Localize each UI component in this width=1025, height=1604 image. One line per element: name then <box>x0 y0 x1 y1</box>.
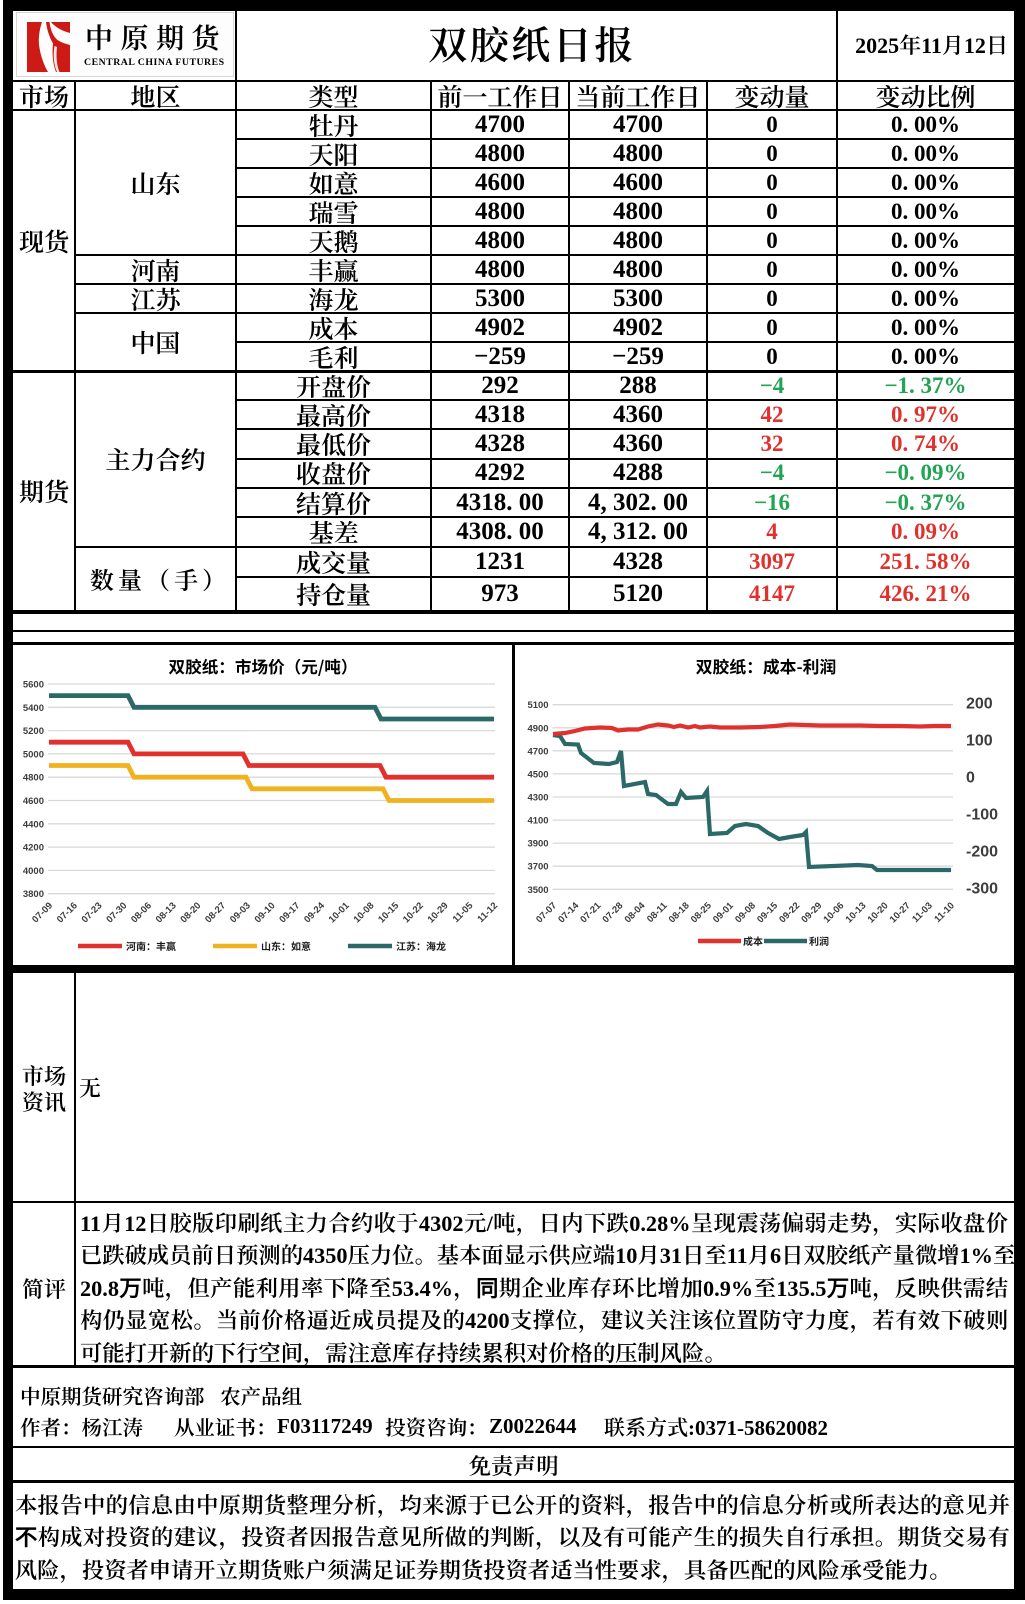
svg-text:08-27: 08-27 <box>203 900 228 925</box>
svg-text:4900: 4900 <box>527 723 548 734</box>
svg-text:11-12: 11-12 <box>476 900 501 925</box>
svg-text:4500: 4500 <box>527 769 548 780</box>
svg-text:-200: -200 <box>966 843 998 860</box>
svg-text:5600: 5600 <box>23 680 44 691</box>
svg-text:3700: 3700 <box>527 862 548 873</box>
svg-text:09-03: 09-03 <box>228 900 253 925</box>
svg-text:5100: 5100 <box>527 700 548 711</box>
svg-text:3900: 3900 <box>527 839 548 850</box>
svg-text:4700: 4700 <box>527 746 548 757</box>
svg-text:10-29: 10-29 <box>426 900 451 925</box>
svg-text:07-21: 07-21 <box>578 900 603 925</box>
svg-text:0: 0 <box>966 770 975 787</box>
svg-text:5200: 5200 <box>23 726 44 737</box>
svg-text:08-25: 08-25 <box>689 900 714 925</box>
svg-text:08-11: 08-11 <box>645 900 670 925</box>
svg-text:双胶纸：市场价（元/吨）: 双胶纸：市场价（元/吨） <box>169 654 358 678</box>
svg-text:10-06: 10-06 <box>821 900 846 925</box>
svg-text:09-17: 09-17 <box>277 900 302 925</box>
svg-text:10-15: 10-15 <box>376 900 401 925</box>
svg-text:双胶纸：成本-利润: 双胶纸：成本-利润 <box>696 654 836 678</box>
svg-text:100: 100 <box>966 733 993 750</box>
svg-text:11-03: 11-03 <box>910 900 935 925</box>
svg-text:09-29: 09-29 <box>799 900 824 925</box>
svg-text:江苏：海龙: 江苏：海龙 <box>396 938 446 953</box>
svg-text:4600: 4600 <box>23 796 44 807</box>
svg-text:08-18: 08-18 <box>667 900 692 925</box>
svg-text:10-13: 10-13 <box>844 900 869 925</box>
svg-text:09-08: 09-08 <box>733 900 758 925</box>
svg-text:09-24: 09-24 <box>302 900 327 925</box>
svg-text:07-28: 07-28 <box>600 900 625 925</box>
svg-text:07-09: 07-09 <box>30 900 55 925</box>
svg-text:4000: 4000 <box>23 866 44 877</box>
svg-text:3500: 3500 <box>527 885 548 896</box>
svg-text:成本: 成本 <box>743 933 763 948</box>
svg-text:07-23: 07-23 <box>80 900 105 925</box>
svg-text:07-16: 07-16 <box>55 900 80 925</box>
svg-text:10-01: 10-01 <box>327 900 352 925</box>
svg-text:3800: 3800 <box>23 889 44 900</box>
svg-text:4400: 4400 <box>23 819 44 830</box>
svg-text:河南：丰赢: 河南：丰赢 <box>126 938 176 953</box>
svg-text:08-04: 08-04 <box>623 900 648 925</box>
svg-text:-300: -300 <box>966 880 998 897</box>
svg-text:09-22: 09-22 <box>777 900 802 925</box>
svg-text:08-20: 08-20 <box>178 900 203 925</box>
svg-text:4800: 4800 <box>23 773 44 784</box>
svg-text:07-30: 07-30 <box>104 900 129 925</box>
svg-text:08-06: 08-06 <box>129 900 154 925</box>
svg-text:5400: 5400 <box>23 703 44 714</box>
svg-text:山东：如意: 山东：如意 <box>261 938 311 953</box>
svg-text:07-14: 07-14 <box>556 900 581 925</box>
svg-text:09-15: 09-15 <box>755 900 780 925</box>
svg-text:10-08: 10-08 <box>352 900 377 925</box>
svg-text:-100: -100 <box>966 807 998 824</box>
svg-text:5000: 5000 <box>23 749 44 760</box>
svg-text:09-10: 09-10 <box>253 900 278 925</box>
svg-text:11-05: 11-05 <box>451 900 476 925</box>
svg-text:10-27: 10-27 <box>888 900 913 925</box>
svg-text:利润: 利润 <box>809 933 829 948</box>
svg-text:4100: 4100 <box>527 816 548 827</box>
svg-text:4200: 4200 <box>23 843 44 854</box>
svg-text:09-01: 09-01 <box>711 900 736 925</box>
svg-text:08-13: 08-13 <box>154 900 179 925</box>
svg-text:10-20: 10-20 <box>866 900 891 925</box>
svg-text:07-07: 07-07 <box>534 900 559 925</box>
svg-text:200: 200 <box>966 696 993 713</box>
svg-text:4300: 4300 <box>527 793 548 804</box>
svg-text:10-22: 10-22 <box>401 900 426 925</box>
svg-text:11-10: 11-10 <box>932 900 957 925</box>
